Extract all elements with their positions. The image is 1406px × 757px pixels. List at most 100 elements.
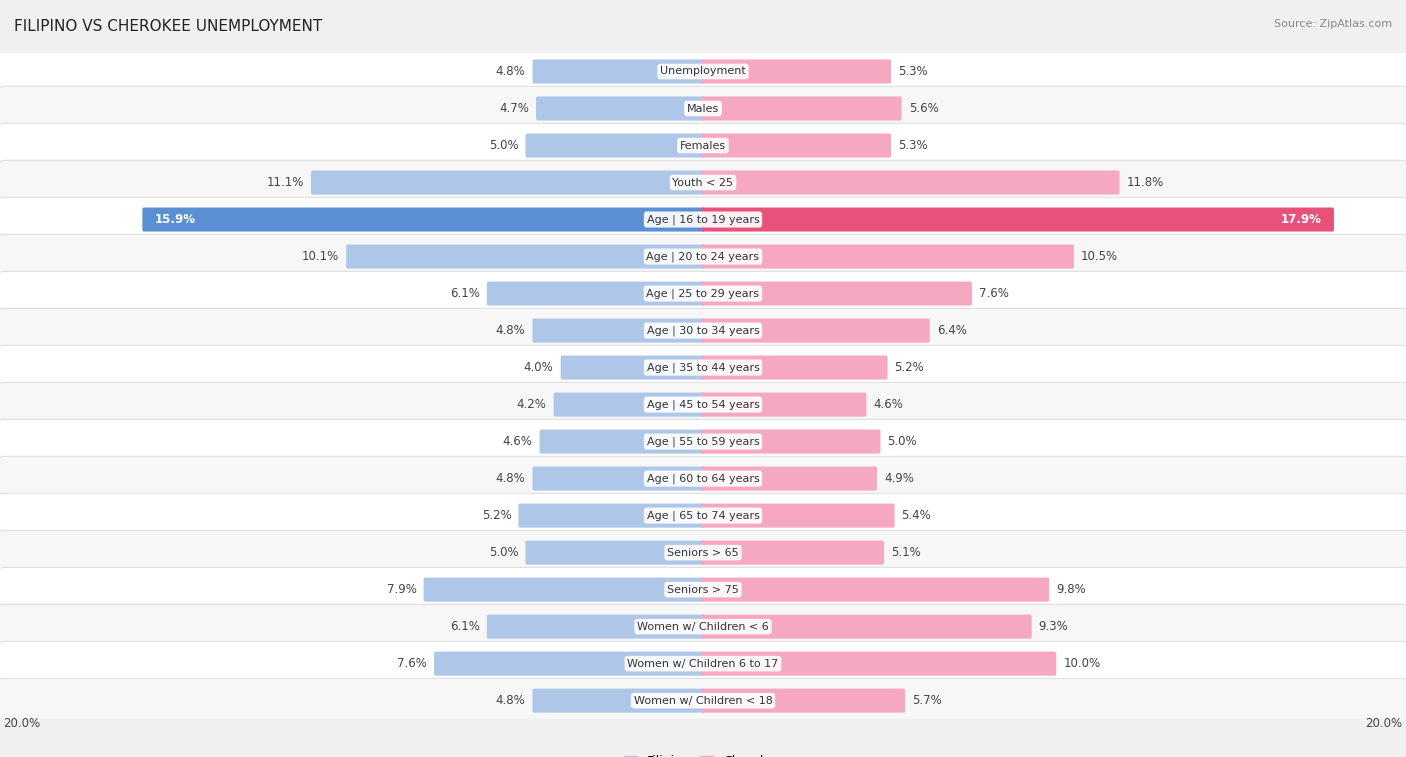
FancyBboxPatch shape [540, 429, 704, 453]
Text: Women w/ Children < 18: Women w/ Children < 18 [634, 696, 772, 706]
Text: 4.9%: 4.9% [884, 472, 914, 485]
Text: 10.5%: 10.5% [1081, 250, 1118, 263]
Text: 4.8%: 4.8% [496, 65, 526, 78]
FancyBboxPatch shape [702, 60, 891, 83]
FancyBboxPatch shape [519, 503, 704, 528]
Text: Source: ZipAtlas.com: Source: ZipAtlas.com [1274, 19, 1392, 29]
FancyBboxPatch shape [0, 235, 1406, 279]
FancyBboxPatch shape [702, 207, 1334, 232]
FancyBboxPatch shape [0, 494, 1406, 537]
FancyBboxPatch shape [536, 96, 704, 120]
Text: Seniors > 65: Seniors > 65 [668, 547, 738, 558]
Text: 9.8%: 9.8% [1056, 583, 1085, 596]
Text: 15.9%: 15.9% [98, 213, 135, 226]
Text: Age | 45 to 54 years: Age | 45 to 54 years [647, 400, 759, 410]
Text: 5.3%: 5.3% [898, 65, 928, 78]
Text: Age | 60 to 64 years: Age | 60 to 64 years [647, 473, 759, 484]
Text: FILIPINO VS CHEROKEE UNEMPLOYMENT: FILIPINO VS CHEROKEE UNEMPLOYMENT [14, 19, 322, 34]
Text: Women w/ Children < 6: Women w/ Children < 6 [637, 621, 769, 631]
Text: Age | 25 to 29 years: Age | 25 to 29 years [647, 288, 759, 299]
Text: 6.1%: 6.1% [450, 620, 479, 633]
Text: 5.7%: 5.7% [912, 694, 942, 707]
Text: Age | 65 to 74 years: Age | 65 to 74 years [647, 510, 759, 521]
FancyBboxPatch shape [0, 419, 1406, 464]
FancyBboxPatch shape [702, 393, 866, 416]
FancyBboxPatch shape [0, 123, 1406, 168]
Text: 5.0%: 5.0% [489, 546, 519, 559]
Text: 5.2%: 5.2% [894, 361, 924, 374]
FancyBboxPatch shape [702, 319, 929, 343]
Text: 6.1%: 6.1% [450, 287, 479, 300]
FancyBboxPatch shape [0, 271, 1406, 316]
Text: 5.4%: 5.4% [901, 509, 931, 522]
FancyBboxPatch shape [0, 604, 1406, 649]
FancyBboxPatch shape [533, 319, 704, 343]
Text: 4.0%: 4.0% [524, 361, 554, 374]
FancyBboxPatch shape [702, 96, 901, 120]
FancyBboxPatch shape [702, 282, 972, 306]
FancyBboxPatch shape [702, 170, 1119, 195]
Text: 4.8%: 4.8% [496, 694, 526, 707]
Text: 5.2%: 5.2% [482, 509, 512, 522]
FancyBboxPatch shape [702, 689, 905, 712]
FancyBboxPatch shape [0, 641, 1406, 686]
FancyBboxPatch shape [561, 356, 704, 379]
Text: 7.6%: 7.6% [979, 287, 1008, 300]
FancyBboxPatch shape [0, 308, 1406, 353]
FancyBboxPatch shape [533, 60, 704, 83]
FancyBboxPatch shape [702, 133, 891, 157]
Text: Males: Males [688, 104, 718, 114]
FancyBboxPatch shape [0, 382, 1406, 427]
Text: 6.4%: 6.4% [936, 324, 966, 337]
Text: 10.0%: 10.0% [1063, 657, 1101, 670]
FancyBboxPatch shape [434, 652, 704, 676]
FancyBboxPatch shape [0, 568, 1406, 612]
Text: 7.9%: 7.9% [387, 583, 416, 596]
FancyBboxPatch shape [423, 578, 704, 602]
Text: 5.6%: 5.6% [908, 102, 938, 115]
Text: 4.2%: 4.2% [517, 398, 547, 411]
FancyBboxPatch shape [702, 652, 1056, 676]
Text: 5.0%: 5.0% [489, 139, 519, 152]
FancyBboxPatch shape [346, 245, 704, 269]
Text: 10.1%: 10.1% [302, 250, 339, 263]
Text: 4.6%: 4.6% [873, 398, 903, 411]
Text: 9.3%: 9.3% [1039, 620, 1069, 633]
FancyBboxPatch shape [0, 160, 1406, 204]
FancyBboxPatch shape [0, 345, 1406, 390]
FancyBboxPatch shape [486, 282, 704, 306]
Text: 4.8%: 4.8% [496, 324, 526, 337]
Text: Age | 55 to 59 years: Age | 55 to 59 years [647, 436, 759, 447]
FancyBboxPatch shape [554, 393, 704, 416]
FancyBboxPatch shape [311, 170, 704, 195]
FancyBboxPatch shape [702, 245, 1074, 269]
Text: Age | 35 to 44 years: Age | 35 to 44 years [647, 363, 759, 372]
FancyBboxPatch shape [0, 456, 1406, 501]
Text: 5.0%: 5.0% [887, 435, 917, 448]
FancyBboxPatch shape [0, 86, 1406, 131]
Text: 20.0%: 20.0% [1365, 717, 1402, 730]
FancyBboxPatch shape [526, 540, 704, 565]
Text: 11.8%: 11.8% [1126, 176, 1164, 189]
FancyBboxPatch shape [142, 207, 704, 232]
Text: 4.6%: 4.6% [503, 435, 533, 448]
Text: Youth < 25: Youth < 25 [672, 178, 734, 188]
FancyBboxPatch shape [702, 540, 884, 565]
Text: 17.9%: 17.9% [1281, 213, 1322, 226]
FancyBboxPatch shape [533, 689, 704, 712]
FancyBboxPatch shape [702, 356, 887, 379]
Text: Females: Females [681, 141, 725, 151]
FancyBboxPatch shape [0, 198, 1406, 241]
Legend: Filipino, Cherokee: Filipino, Cherokee [619, 750, 787, 757]
Text: 7.6%: 7.6% [398, 657, 427, 670]
FancyBboxPatch shape [702, 578, 1049, 602]
FancyBboxPatch shape [702, 615, 1032, 639]
Text: Unemployment: Unemployment [661, 67, 745, 76]
FancyBboxPatch shape [0, 531, 1406, 575]
FancyBboxPatch shape [0, 678, 1406, 723]
Text: 20.0%: 20.0% [4, 717, 41, 730]
Text: 11.1%: 11.1% [267, 176, 304, 189]
Text: 17.9%: 17.9% [1341, 213, 1378, 226]
FancyBboxPatch shape [0, 49, 1406, 94]
FancyBboxPatch shape [533, 466, 704, 491]
